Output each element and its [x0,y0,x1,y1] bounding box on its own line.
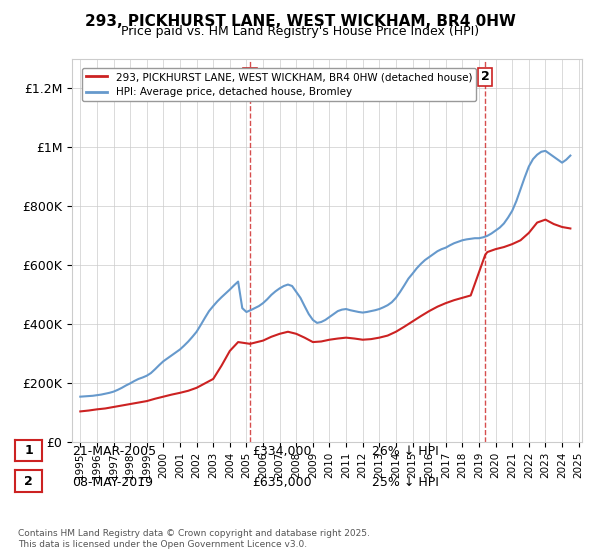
Text: 08-MAY-2019: 08-MAY-2019 [72,476,153,489]
Text: 1: 1 [24,444,33,457]
Text: 25% ↓ HPI: 25% ↓ HPI [372,476,439,489]
Text: Contains HM Land Registry data © Crown copyright and database right 2025.
This d: Contains HM Land Registry data © Crown c… [18,529,370,549]
Text: 21-MAR-2005: 21-MAR-2005 [72,445,156,459]
Text: £334,000: £334,000 [252,445,311,459]
Text: 26% ↓ HPI: 26% ↓ HPI [372,445,439,459]
Text: Price paid vs. HM Land Registry's House Price Index (HPI): Price paid vs. HM Land Registry's House … [121,25,479,38]
Text: 293, PICKHURST LANE, WEST WICKHAM, BR4 0HW: 293, PICKHURST LANE, WEST WICKHAM, BR4 0… [85,14,515,29]
Text: £635,000: £635,000 [252,476,311,489]
Text: 2: 2 [24,474,33,488]
Text: 2: 2 [481,71,490,83]
Legend: 293, PICKHURST LANE, WEST WICKHAM, BR4 0HW (detached house), HPI: Average price,: 293, PICKHURST LANE, WEST WICKHAM, BR4 0… [82,68,476,101]
Text: 1: 1 [246,71,254,83]
